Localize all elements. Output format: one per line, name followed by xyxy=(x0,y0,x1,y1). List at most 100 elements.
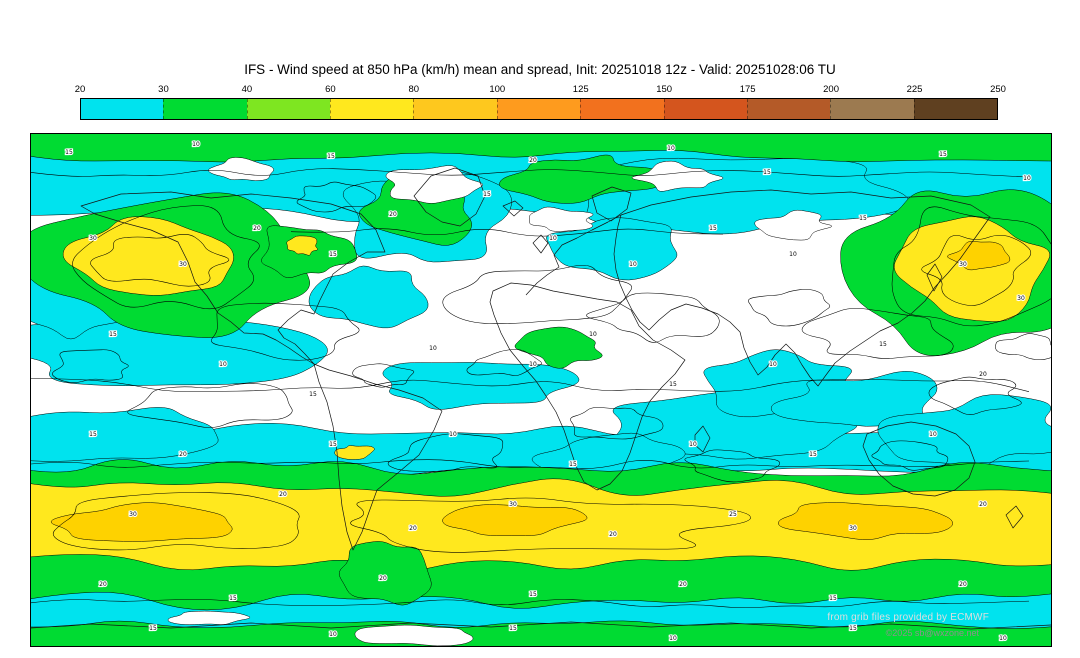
attribution-copyright: ©2025 sb@wxzone.net xyxy=(885,628,979,638)
wind-field-yellow-region xyxy=(62,216,234,296)
wind-field-deep-region xyxy=(947,241,1011,271)
contour-value-label: 10 xyxy=(192,141,200,148)
contour-value-label: 10 xyxy=(589,331,597,338)
contour-value-label: 15 xyxy=(939,151,947,158)
spread-contour-loop xyxy=(90,234,230,287)
colorbar-segment-6 xyxy=(580,99,664,119)
wind-field-green-region xyxy=(499,154,664,204)
contour-value-label: 20 xyxy=(179,451,187,458)
field-layer xyxy=(31,134,1051,646)
contour-value-label: 20 xyxy=(389,211,397,218)
contour-value-label: 15 xyxy=(879,341,887,348)
contour-value-label: 10 xyxy=(529,361,537,368)
contour-value-label: 15 xyxy=(109,331,117,338)
contour-value-label: 30 xyxy=(849,525,857,532)
contour-value-label: 15 xyxy=(229,595,237,602)
wind-field-white-region xyxy=(754,209,832,241)
wind-field-green-region xyxy=(514,326,603,369)
colorbar-tick-label: 40 xyxy=(241,84,253,95)
colorbar-tick-label: 60 xyxy=(325,84,336,95)
contour-value-label: 15 xyxy=(829,595,837,602)
contour-value-label: 20 xyxy=(979,371,987,378)
colorbar-tick-labels: 20 30 40 60 80 100 125 150 175 200 225 250 xyxy=(75,84,1006,97)
contour-value-label: 15 xyxy=(859,215,867,222)
spread-contour-loop xyxy=(801,308,954,359)
spread-contour-loop xyxy=(52,349,129,383)
spread-contour-line xyxy=(31,168,1030,178)
colorbar-segment-10 xyxy=(913,99,997,119)
contour-value-label: 20 xyxy=(99,581,107,588)
colorbar-tick-label: 225 xyxy=(906,84,923,95)
spread-contour-loop xyxy=(296,181,377,213)
coastline-iceland xyxy=(502,200,524,217)
contour-value-label: 30 xyxy=(89,235,97,242)
contour-value-label: 15 xyxy=(309,391,317,398)
spread-contour-line xyxy=(31,599,1030,609)
contour-value-label: 10 xyxy=(669,635,677,642)
colorbar-segment-1 xyxy=(163,99,247,119)
spread-contour-loop xyxy=(921,234,1032,306)
colorbar-segment-8 xyxy=(746,99,831,119)
colorbar-tick-label: 250 xyxy=(990,84,1006,95)
contour-value-label: 15 xyxy=(65,149,73,156)
contour-value-label: 30 xyxy=(959,261,967,268)
contour-value-label: 20 xyxy=(609,531,617,538)
colorbar-tick-label: 175 xyxy=(739,84,756,95)
colorbar-tick-label: 125 xyxy=(572,84,589,95)
colorbar: 20 30 40 60 80 100 125 150 175 200 225 250 xyxy=(75,84,1006,120)
contour-value-label: 20 xyxy=(959,581,967,588)
colorbar-segment-7 xyxy=(663,99,747,119)
extra-contour-layer xyxy=(31,168,1051,609)
coastline-greenland xyxy=(413,167,486,227)
spread-contour-loop xyxy=(891,206,1051,327)
coastline-asia xyxy=(613,189,991,387)
colorbar-segment-0 xyxy=(81,99,164,119)
spread-contour-loop xyxy=(871,440,949,471)
contour-value-label: 15 xyxy=(529,591,537,598)
spread-contour-loop xyxy=(127,383,293,428)
wind-field-deep-region xyxy=(442,504,588,536)
spread-contour-loop xyxy=(928,376,1022,415)
colorbar-segment-4 xyxy=(413,99,497,119)
coastline-north-america xyxy=(80,191,386,365)
colorbar-tick-label: 30 xyxy=(158,84,169,95)
colorbar-tick-label: 150 xyxy=(656,84,673,95)
colorbar-segment-5 xyxy=(496,99,581,119)
map-svg: 15 10 15 20 10 15 15 10 30 30 20 15 20 15 10 10 15 10 15 30… xyxy=(31,134,1051,646)
coastline-layer xyxy=(31,167,1051,630)
contour-value-label: 15 xyxy=(849,625,857,632)
coastline-new-zealand xyxy=(1005,505,1024,529)
colorbar-segment-9 xyxy=(830,99,914,119)
contour-value-label: 15 xyxy=(483,191,491,198)
contour-value-label: 20 xyxy=(253,225,261,232)
spread-contour-line xyxy=(290,228,724,237)
contour-value-label: 15 xyxy=(509,625,517,632)
contour-value-label: 15 xyxy=(329,441,337,448)
contour-value-label: 30 xyxy=(1017,295,1025,302)
contour-value-label: 10 xyxy=(329,631,337,638)
spread-contour-loop xyxy=(684,449,780,483)
contour-value-label: 10 xyxy=(789,251,797,258)
spread-contour-loop xyxy=(387,433,504,472)
spread-contour-loop xyxy=(748,289,831,327)
spread-contour-loop xyxy=(52,492,300,551)
coastline-uk xyxy=(532,234,549,254)
wind-field-white-region xyxy=(354,624,474,646)
colorbar-segments xyxy=(80,98,998,120)
contour-value-label: 25 xyxy=(729,511,737,518)
contour-value-label: 15 xyxy=(327,153,335,160)
contour-value-label: 10 xyxy=(929,431,937,438)
contour-value-label: 10 xyxy=(667,145,675,152)
colorbar-tick-label: 20 xyxy=(74,84,86,95)
coastline-japan xyxy=(926,263,943,292)
colorbar-segment-2 xyxy=(246,99,331,119)
contour-value-label: 20 xyxy=(409,525,417,532)
spread-contour-loop xyxy=(466,349,542,376)
spread-contour-loop xyxy=(570,407,664,440)
contour-value-label: 10 xyxy=(689,441,697,448)
contour-value-label: 30 xyxy=(509,501,517,508)
contour-value-label: 20 xyxy=(979,501,987,508)
attribution-ecmwf: from grib files provided by ECMWF xyxy=(827,612,989,623)
colorbar-tick-label: 100 xyxy=(489,84,506,95)
wind-field-deep-region xyxy=(778,502,953,540)
